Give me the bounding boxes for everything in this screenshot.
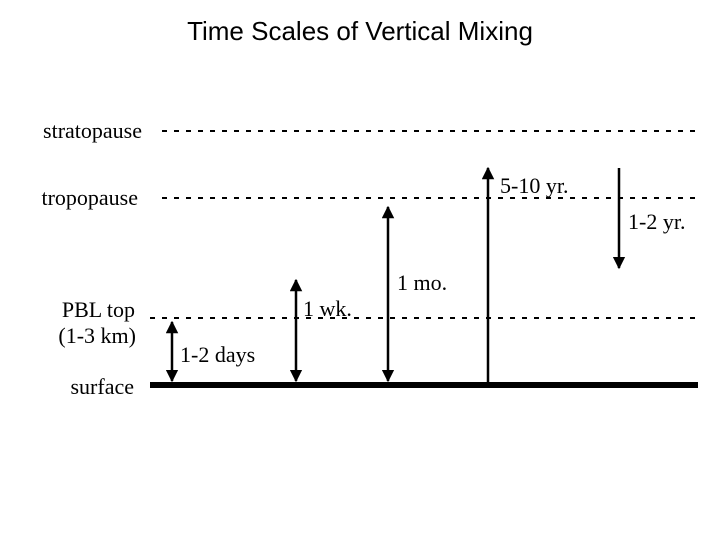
arrow-strat-up-label: 5-10 yr. — [500, 173, 568, 198]
page-title: Time Scales of Vertical Mixing — [187, 16, 533, 46]
pbl-top-label: PBL top — [62, 297, 135, 322]
arrow-month-label: 1 mo. — [397, 270, 447, 295]
arrow-strat-down-label: 1-2 yr. — [628, 209, 685, 234]
stratopause-label: stratopause — [43, 118, 142, 143]
arrow-pbl-label: 1-2 days — [180, 342, 255, 367]
surface-label: surface — [70, 374, 134, 399]
arrow-week-label: 1 wk. — [303, 296, 352, 321]
tropopause-label: tropopause — [41, 185, 138, 210]
pbl-top-range-label: (1-3 km) — [58, 323, 136, 348]
